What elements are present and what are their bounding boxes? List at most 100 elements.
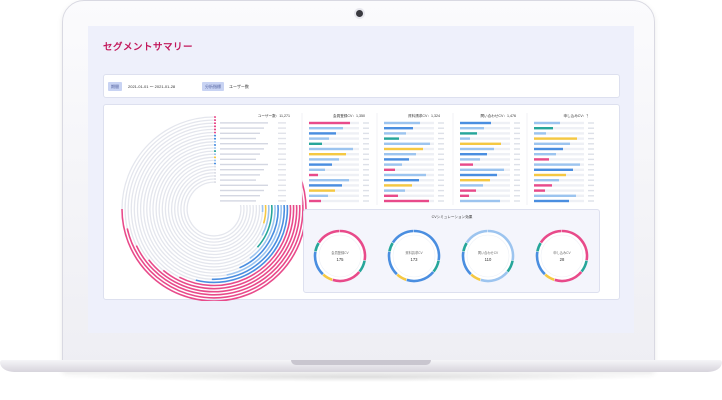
column-header: 問い合わせCV：1,476: [480, 113, 516, 118]
period-chip[interactable]: 期間: [108, 82, 122, 91]
donut-center: [315, 231, 365, 281]
donut-segment: [554, 271, 583, 283]
bar-track: [384, 163, 434, 166]
donut-value: 175: [337, 257, 345, 262]
donut-center: [537, 231, 587, 281]
donut-segment: [313, 251, 324, 276]
table-mask: [216, 109, 302, 205]
donut-segment: [358, 260, 366, 273]
donut-segment: [465, 229, 488, 244]
bar-value-line: [438, 148, 444, 150]
bar-fill: [534, 153, 556, 156]
bar-value-line: [514, 143, 520, 145]
metric-chip[interactable]: 分析指標: [202, 82, 224, 91]
bar-fill: [460, 127, 484, 130]
donut-segment: [487, 229, 515, 261]
bar-fill: [534, 179, 559, 182]
donut-segment: [432, 260, 440, 273]
bar-value-line: [363, 143, 369, 145]
row-label-line: [220, 143, 268, 145]
bar-fill: [384, 194, 398, 197]
bar-fill: [534, 168, 573, 171]
row-label-line: [220, 174, 260, 176]
bar-value-line: [588, 137, 594, 140]
column-header: 資料請求CV：1,324: [408, 113, 440, 118]
bar-fill: [460, 121, 491, 125]
bar-value-line: [438, 169, 444, 171]
bar-value-line: [588, 127, 594, 129]
bar-track: [460, 194, 510, 197]
bar-fill: [384, 199, 429, 203]
bar-value-line: [588, 189, 594, 192]
row-value-line: [278, 174, 286, 176]
radial-track: [174, 169, 254, 249]
row-label-line: [220, 153, 260, 155]
bar-fill: [460, 147, 494, 151]
row-label-line: [220, 179, 256, 181]
app-screen: セグメントサマリー 期間 2021-01-01 〜 2021-01-28 分析指…: [88, 26, 634, 333]
row-value-line: [278, 158, 286, 160]
bar-track: [384, 189, 434, 192]
radial-track: [124, 119, 214, 229]
bar-fill: [384, 121, 420, 125]
radial-track: [167, 162, 261, 256]
date-range[interactable]: 2021-01-01 〜 2021-01-28: [128, 84, 176, 89]
bar-track: [534, 158, 584, 161]
row-label-line: [220, 158, 256, 160]
row-label-line: [220, 127, 264, 129]
bar-fill: [460, 163, 473, 166]
bar-fill: [460, 153, 487, 156]
bar-fill: [384, 153, 416, 156]
bar-value-line: [363, 153, 369, 155]
donut-center: [463, 231, 513, 281]
bar-fill: [534, 163, 580, 166]
donut-segment: [480, 271, 509, 283]
donut-segment: [506, 260, 514, 273]
bar-fill: [460, 158, 480, 161]
bar-fill: [309, 184, 342, 187]
bar-fill: [309, 199, 321, 203]
bar-fill: [384, 132, 406, 135]
bar-value-line: [588, 195, 594, 197]
bar-fill: [384, 189, 405, 192]
radial-track: [170, 165, 258, 253]
bar-value-line: [514, 163, 520, 166]
donut-segment: [535, 251, 546, 276]
bar-fill: [309, 189, 335, 192]
row-label-line: [220, 132, 260, 134]
metric-value[interactable]: ユーザー数: [229, 84, 249, 89]
column-header: 申し込みCV：？: [563, 113, 590, 118]
bar-fill: [460, 142, 501, 145]
donut-segment: [470, 273, 481, 282]
row-value-line: [278, 169, 286, 171]
donut-inner-ring: [318, 234, 362, 278]
radial-track: [164, 159, 264, 259]
bar-value-line: [514, 189, 520, 192]
bar-fill: [534, 158, 549, 161]
bar-value-line: [438, 163, 444, 166]
column-header: 会員登録CV：1,350: [333, 113, 365, 118]
bar-track: [460, 184, 510, 187]
donut-segment: [322, 273, 333, 282]
bar-fill: [384, 147, 423, 151]
bar-track: [309, 173, 359, 177]
radial-track: [158, 153, 263, 265]
bar-fill: [309, 194, 328, 197]
bar-fill: [309, 163, 332, 166]
donut-segment: [391, 229, 414, 244]
bar-track: [384, 137, 434, 140]
bar-track: [384, 194, 434, 197]
donut-segment: [561, 229, 589, 261]
radial-track: [177, 172, 251, 246]
bar-value-line: [588, 200, 594, 202]
bar-fill: [460, 199, 500, 203]
donut-segment: [332, 271, 361, 283]
bar-fill: [309, 147, 353, 151]
bar-fill: [460, 184, 483, 187]
donut-label: 問い合わせCV: [478, 250, 499, 255]
row-value-line: [278, 127, 286, 129]
bar-value-line: [363, 184, 369, 187]
bar-fill: [534, 132, 546, 135]
donut-value: 173: [411, 257, 419, 262]
bar-track: [384, 132, 434, 135]
